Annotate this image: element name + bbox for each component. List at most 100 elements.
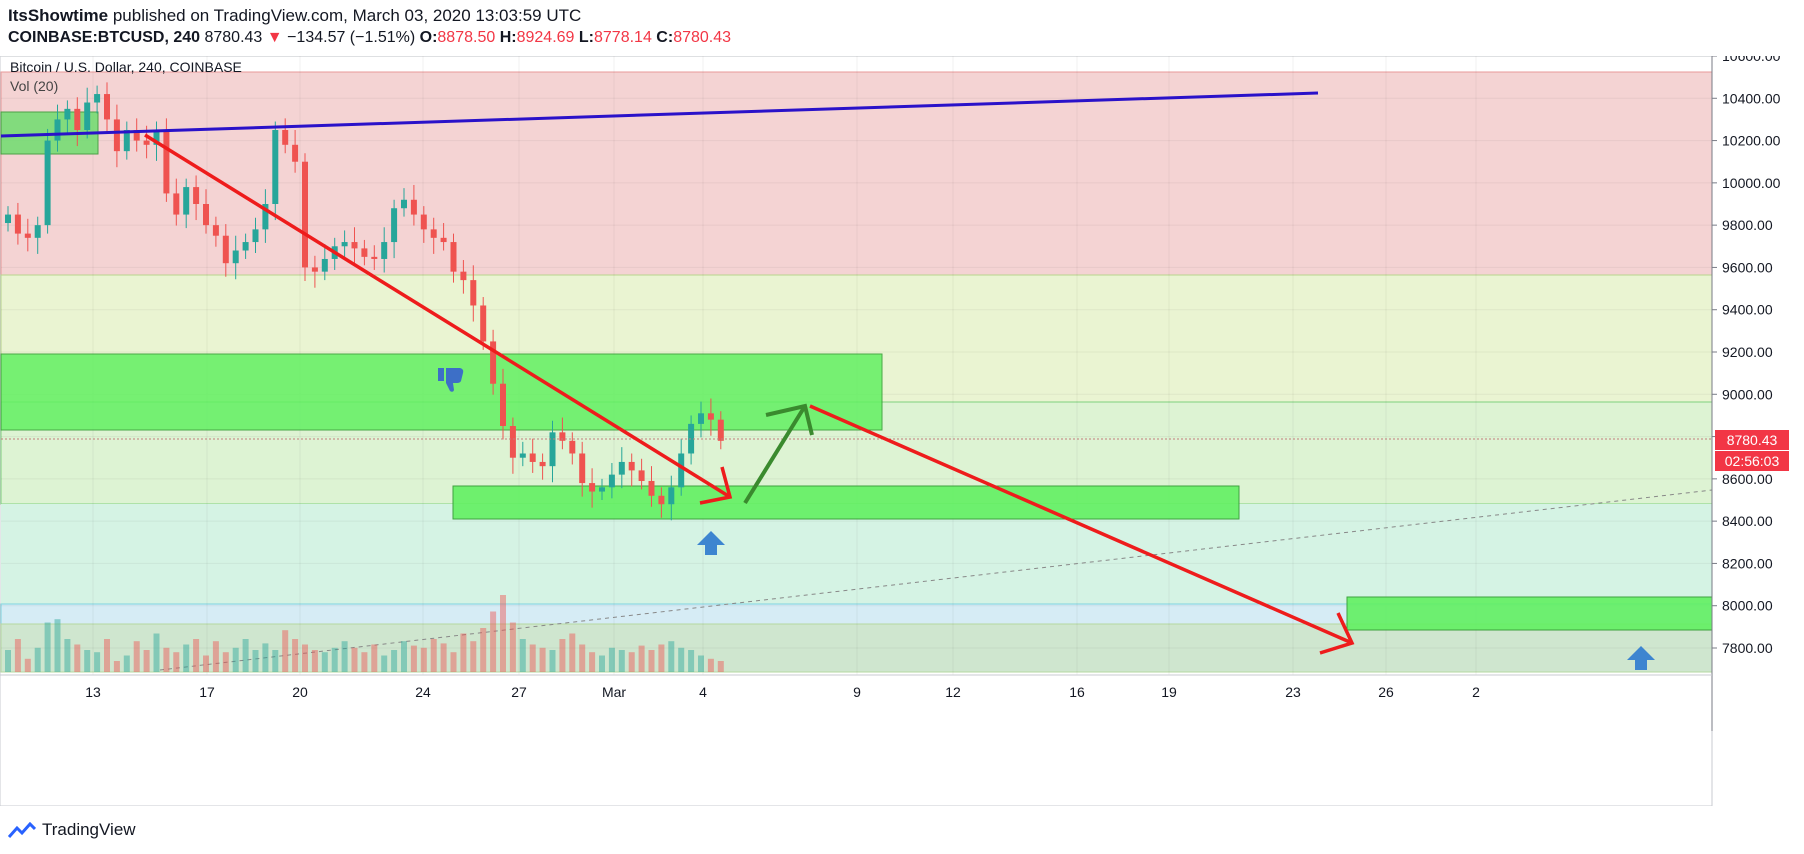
volume-bar	[638, 645, 645, 672]
volume-bar	[579, 644, 586, 672]
high-value: 8924.69	[516, 29, 575, 46]
volume-bar	[618, 650, 625, 672]
time-tick-label: 9	[853, 684, 861, 700]
volume-bar	[94, 652, 101, 672]
volume-bar	[14, 639, 21, 672]
price-tick-label: 7800.00	[1722, 640, 1773, 656]
candle-body	[519, 453, 526, 458]
volume-bar	[401, 641, 407, 672]
candle-body	[688, 423, 695, 454]
price-tick-label: 8400.00	[1722, 513, 1773, 529]
red-target-arrow-head	[1319, 612, 1355, 655]
time-tick-label: 17	[199, 684, 215, 700]
volume-bar	[113, 661, 120, 672]
price-tick-label: 9800.00	[1722, 217, 1773, 233]
candle-body	[529, 453, 536, 462]
up-arrow-icon-right	[1627, 646, 1655, 670]
candle-body	[44, 140, 51, 226]
volume-bar	[371, 644, 378, 672]
time-axis[interactable]: 13 17 20 24 27 Mar 4 9 12 16 19 23 26 2	[85, 684, 1480, 700]
green-box-target	[1346, 596, 1713, 631]
candle-body	[193, 187, 200, 204]
candle-body	[242, 242, 249, 251]
candle-body	[401, 199, 407, 209]
candle-body	[84, 102, 91, 130]
volume-bar	[222, 652, 229, 672]
volume-bar	[74, 644, 81, 672]
volume-bar	[5, 650, 11, 672]
candle-body	[658, 495, 665, 505]
candle-body	[351, 242, 358, 249]
volume-bar	[44, 622, 51, 672]
tradingview-logo[interactable]: TradingView	[8, 820, 136, 840]
volume-legend: Vol (20)	[10, 78, 58, 94]
candle-body	[222, 235, 229, 264]
volume-bar	[252, 650, 259, 672]
grid	[1, 56, 1712, 675]
volume-bar	[559, 639, 566, 672]
symbol-label: COINBASE:BTCUSD, 240	[8, 29, 201, 46]
volume-bar	[54, 619, 61, 672]
volume-bar	[430, 639, 437, 672]
time-tick-label: Mar	[602, 684, 626, 700]
volume-band	[0, 623, 1713, 673]
volume-bar	[698, 655, 704, 672]
candle-body	[420, 214, 427, 230]
countdown-badge-text: 02:56:03	[1725, 453, 1780, 469]
candle-body	[559, 432, 566, 441]
candle-body	[5, 214, 11, 224]
change-down-icon: ▼	[266, 29, 283, 46]
price-tick-label: 8600.00	[1722, 471, 1773, 487]
volume-bar	[648, 650, 655, 672]
price-axis[interactable]: 10600.00 10400.00 10200.00 10000.00 9800.00 9…	[1712, 56, 1781, 656]
candle-body	[232, 250, 239, 264]
volume-bar	[539, 647, 546, 672]
price-chart[interactable]: Bitcoin / U.S. Dollar, 240, COINBASE Vol…	[0, 56, 1796, 806]
green-up-arrow-head	[765, 403, 814, 436]
volume-bar	[341, 641, 348, 672]
time-tick-label: 24	[415, 684, 431, 700]
candle-body	[183, 187, 190, 215]
volume-bar	[569, 633, 576, 672]
last-price-text: 8780.43	[204, 29, 263, 46]
candle-body	[440, 237, 447, 243]
green-up-arrow	[743, 404, 807, 505]
candle-body	[608, 474, 615, 488]
candle-body	[460, 271, 467, 281]
candle-body	[74, 108, 81, 130]
candle-body	[707, 413, 714, 420]
green-box-mid	[0, 353, 883, 431]
candle-body	[14, 214, 21, 234]
volume-bar	[529, 644, 536, 672]
volume-bar	[420, 647, 427, 672]
volume-bar	[193, 639, 200, 672]
publish-line: ItsShowtime published on TradingView.com…	[8, 6, 581, 26]
price-tick-label: 8000.00	[1722, 598, 1773, 614]
change-text: −134.57 (−1.51%)	[287, 29, 416, 46]
price-tick-label: 9000.00	[1722, 386, 1773, 402]
candle-body	[302, 161, 308, 268]
candle-body	[341, 242, 348, 247]
low-label: L:	[578, 29, 594, 46]
volume-bar	[549, 650, 556, 672]
candle-body	[638, 470, 645, 481]
volume-bar	[292, 639, 299, 672]
candle-body	[272, 130, 279, 204]
candle-body	[133, 130, 140, 141]
candle-body	[381, 242, 388, 259]
candle-body	[509, 426, 516, 458]
volume-bar	[272, 650, 279, 672]
time-tick-label: 23	[1285, 684, 1301, 700]
candle-body	[34, 225, 41, 238]
price-tick-label: 10600.00	[1722, 56, 1781, 64]
volume-bar	[608, 647, 615, 672]
candle-body	[480, 305, 487, 342]
volume-bar	[351, 647, 358, 672]
candlestick-series	[5, 82, 724, 521]
candle-body	[173, 193, 180, 215]
price-tick-label: 10400.00	[1722, 90, 1781, 106]
volume-bar	[460, 633, 467, 672]
volume-bar	[678, 647, 685, 672]
candle-body	[490, 341, 497, 384]
author-name[interactable]: ItsShowtime	[8, 6, 109, 25]
